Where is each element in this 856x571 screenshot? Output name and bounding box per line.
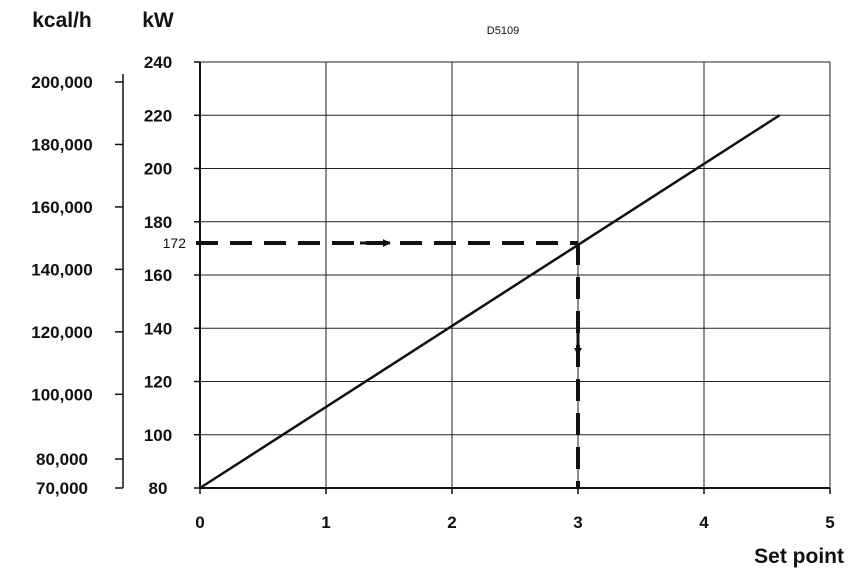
annotation: 172 <box>163 235 582 488</box>
secondary-y-tick-label: 200,000 <box>31 73 92 92</box>
axes: 0 1 2 3 4 5 80 100 120 140 160 180 200 220 240 70,000 80… <box>31 53 834 532</box>
y-tick-label: 220 <box>144 106 172 125</box>
x-tick-label: 0 <box>195 513 204 532</box>
secondary-y-tick-label: 120,000 <box>31 323 92 342</box>
x-axis-label: Set point <box>754 545 844 568</box>
annotation-label: 172 <box>163 235 187 251</box>
figure-code: D5109 <box>487 25 519 37</box>
series <box>199 114 781 490</box>
y-tick-label: 180 <box>144 213 172 232</box>
series-line <box>199 114 781 490</box>
secondary-y-tick-label: 180,000 <box>31 135 92 154</box>
y-tick-label: 160 <box>144 266 172 285</box>
secondary-y-tick-label: 100,000 <box>31 385 92 404</box>
y-tick-label: 200 <box>144 160 172 179</box>
labels: kcal/h kW D5109 Set point <box>32 9 844 568</box>
x-tick-label: 1 <box>321 513 330 532</box>
secondary-y-tick-label: 140,000 <box>31 260 92 279</box>
y-tick-label: 240 <box>144 53 172 72</box>
y-tick-label: 140 <box>144 319 172 338</box>
x-tick-label: 2 <box>447 513 456 532</box>
secondary-y-tick-label: 160,000 <box>31 198 92 217</box>
x-tick-label: 4 <box>699 513 709 532</box>
secondary-y-tick-label: 80,000 <box>36 450 88 469</box>
x-tick-label: 5 <box>825 513 834 532</box>
y-tick-label: 80 <box>149 479 168 498</box>
secondary-y-axis-label: kcal/h <box>32 9 92 32</box>
grid <box>200 61 831 488</box>
y-tick-label: 100 <box>144 426 172 445</box>
x-tick-label: 3 <box>573 513 582 532</box>
y-axis-label: kW <box>142 9 174 32</box>
y-tick-label: 120 <box>144 373 172 392</box>
secondary-y-tick-label: 70,000 <box>36 479 88 498</box>
